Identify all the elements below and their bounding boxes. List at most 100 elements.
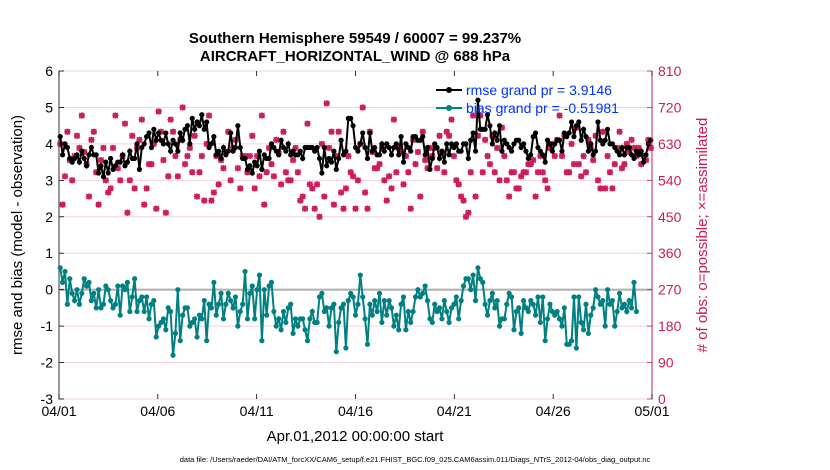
obs-assimilated-point (450, 152, 458, 160)
obs-assimilated-point (434, 165, 441, 172)
bias-point (379, 319, 385, 326)
bias-point (412, 294, 419, 300)
y-left-tick-label: -2 (41, 355, 54, 371)
obs-assimilated-point (414, 148, 422, 156)
bias-point (429, 319, 435, 326)
bias-point (300, 316, 306, 322)
y-right-tick-label: 540 (658, 172, 682, 188)
obs-assimilated-point (258, 112, 265, 119)
obs-assimilated-point (76, 144, 83, 152)
obs-assimilated-point (568, 140, 575, 148)
y-right-tick-label: 630 (658, 136, 682, 152)
bias-point (544, 316, 551, 322)
y-right-tick-label: 180 (658, 318, 682, 334)
obs-assimilated-point (477, 112, 484, 119)
y-right-tick-label: 810 (658, 63, 682, 79)
rmse-point (472, 148, 479, 154)
rmse-point (60, 152, 66, 158)
rmse-point (489, 141, 495, 147)
x-tick-label: 04/21 (437, 403, 472, 419)
rmse-point (434, 144, 440, 151)
obs-assimilated-point (169, 128, 177, 135)
obs-assimilated-point (633, 152, 640, 160)
rmse-point (648, 137, 654, 143)
obs-assimilated-point (340, 205, 347, 212)
rmse-point (64, 144, 71, 151)
bias-point (441, 298, 447, 304)
obs-assimilated-point (465, 209, 472, 216)
rmse-point (436, 155, 443, 162)
obs-assimilated-point (304, 120, 311, 127)
rmse-point (549, 148, 555, 154)
obs-assimilated-point (373, 165, 381, 172)
bias-point (571, 294, 577, 300)
obs-assimilated-point (486, 161, 494, 168)
bias-point (127, 308, 133, 315)
rmse-point (93, 152, 99, 158)
bias-point (559, 323, 565, 329)
obs-assimilated-point (470, 112, 477, 119)
obs-assimilated-point (530, 156, 537, 164)
obs-assimilated-point (496, 177, 503, 184)
rmse-point (168, 148, 174, 154)
rmse-point (520, 141, 527, 147)
obs-assimilated-point (167, 116, 174, 123)
y-left-tick-label: 4 (45, 136, 53, 152)
obs-assimilated-point (316, 213, 323, 220)
obs-assimilated-point (542, 177, 549, 184)
obs-assimilated-point (383, 197, 390, 204)
x-tick-label: 04/01 (41, 403, 76, 419)
x-tick-label: 05/01 (634, 403, 669, 419)
bias-point (604, 287, 611, 293)
bias-point (336, 319, 342, 326)
rmse-point (566, 130, 572, 136)
bias-point (532, 312, 539, 318)
rmse-point (208, 141, 215, 147)
obs-assimilated-point (309, 185, 316, 192)
obs-assimilated-point (90, 128, 97, 135)
obs-assimilated-point (623, 140, 630, 148)
bias-point (400, 294, 407, 300)
rmse-point (420, 134, 426, 140)
obs-assimilated-point (546, 144, 554, 152)
obs-assimilated-point (136, 136, 143, 143)
rmse-point (136, 166, 143, 172)
bias-point (501, 316, 507, 322)
obs-assimilated-point (364, 205, 371, 212)
rmse-point (638, 148, 644, 154)
rmse-point (108, 155, 114, 162)
bias-point (283, 319, 289, 326)
x-tick-label: 04/26 (536, 403, 571, 419)
bias-point (393, 312, 399, 318)
bias-point (223, 301, 229, 307)
bias-point (492, 305, 498, 311)
bias-point (160, 316, 167, 322)
obs-assimilated-point (551, 152, 558, 160)
rmse-point (254, 163, 260, 169)
bias-point (343, 345, 349, 351)
rmse-point (134, 141, 140, 147)
y-right-tick-label: 360 (658, 245, 682, 261)
obs-assimilated-point (642, 156, 650, 164)
bias-point (134, 308, 140, 315)
obs-assimilated-point (638, 161, 645, 168)
obs-assimilated-point (585, 136, 592, 143)
obs-assimilated-point (462, 213, 470, 220)
obs-assimilated-point (105, 189, 112, 196)
y-left-tick-label: 2 (45, 209, 53, 225)
bias-point (453, 294, 459, 300)
bias-point (64, 301, 71, 307)
bias-point (220, 316, 227, 322)
rmse-point (148, 144, 155, 151)
bias-point (194, 334, 200, 340)
rmse-point (388, 152, 395, 158)
bias-point (595, 294, 601, 300)
rmse-point (79, 148, 85, 154)
rmse-point (184, 123, 191, 129)
bias-point (444, 308, 450, 315)
obs-assimilated-point (181, 161, 189, 168)
rmse-point (422, 152, 428, 158)
bias-point (304, 338, 311, 344)
obs-assimilated-point (446, 132, 453, 139)
